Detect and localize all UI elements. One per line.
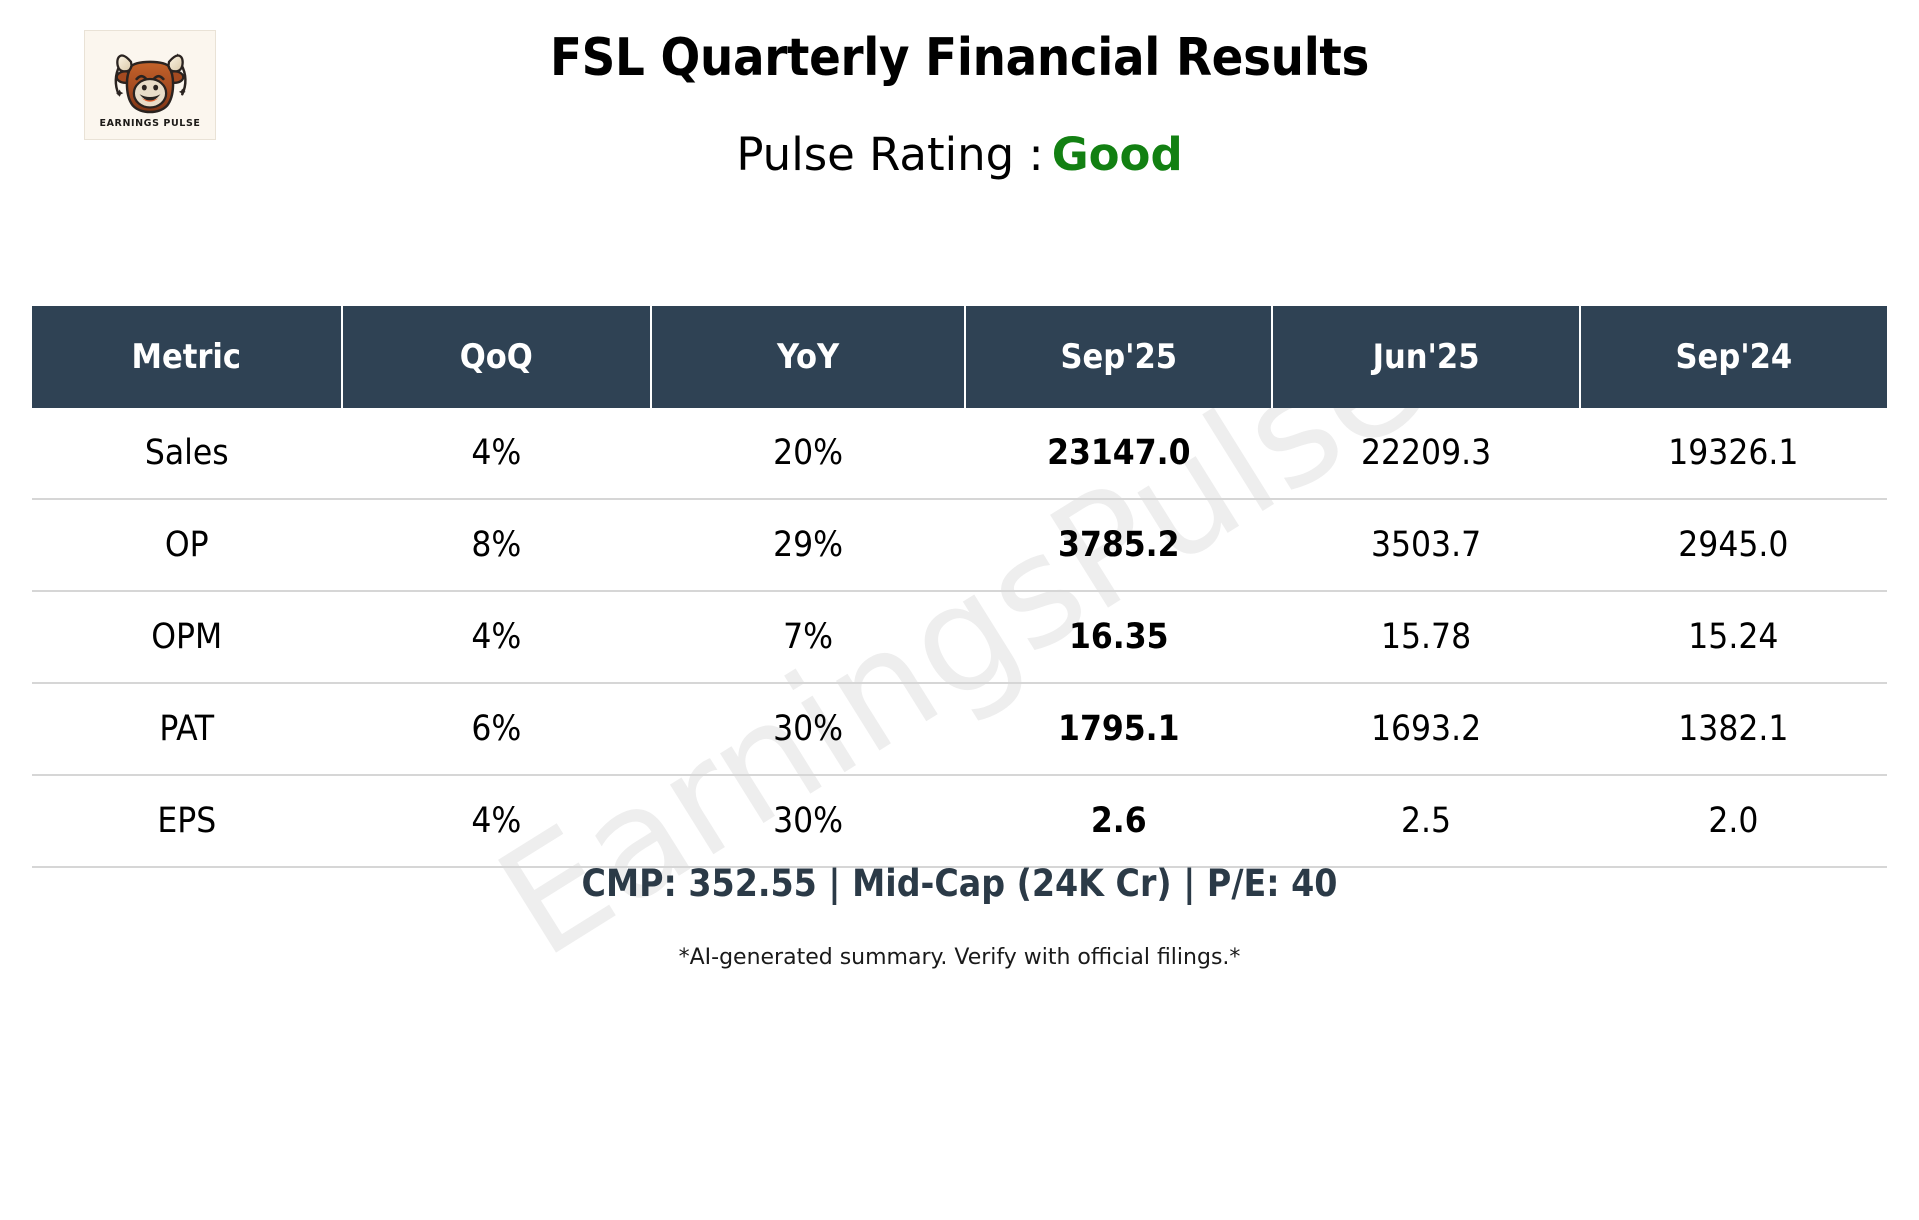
cell-metric: OP bbox=[32, 499, 342, 592]
column-header-jun25: Jun'25 bbox=[1272, 306, 1581, 408]
cell-previous: 2.5 bbox=[1272, 775, 1580, 868]
table-header-row: Metric QoQ YoY Sep'25 Jun'25 Sep'24 bbox=[32, 306, 1887, 408]
cell-yoy: 7% bbox=[651, 591, 966, 684]
cell-previous: 22209.3 bbox=[1272, 408, 1580, 500]
cell-qoq: 4% bbox=[341, 408, 652, 500]
cell-year-ago: 1382.1 bbox=[1579, 683, 1887, 776]
brand-logo: EARNINGS PULSE bbox=[84, 30, 216, 140]
cell-qoq: 8% bbox=[341, 499, 652, 592]
cell-qoq: 6% bbox=[341, 683, 652, 776]
bull-head-icon bbox=[102, 41, 198, 117]
cell-current: 2.6 bbox=[965, 775, 1273, 868]
column-header-metric: Metric bbox=[32, 306, 343, 408]
financial-table: Metric QoQ YoY Sep'25 Jun'25 Sep'24 Sale… bbox=[32, 306, 1887, 868]
cell-metric: EPS bbox=[32, 775, 342, 868]
cell-yoy: 30% bbox=[651, 775, 966, 868]
cell-year-ago: 2.0 bbox=[1579, 775, 1887, 868]
pulse-rating-value: Good bbox=[1051, 128, 1183, 181]
logo-caption: EARNINGS PULSE bbox=[99, 118, 201, 129]
column-header-yoy: YoY bbox=[651, 306, 967, 408]
cell-year-ago: 2945.0 bbox=[1579, 499, 1887, 592]
page-title: FSL Quarterly Financial Results bbox=[549, 28, 1370, 88]
table-row: EPS 4% 30% 2.6 2.5 2.0 bbox=[32, 775, 1887, 868]
cell-current: 1795.1 bbox=[965, 683, 1273, 776]
footer-summary: CMP: 352.55 | Mid-Cap (24K Cr) | P/E: 40 bbox=[581, 862, 1338, 905]
pulse-rating: Pulse Rating : Good bbox=[0, 128, 1919, 181]
cell-metric: PAT bbox=[32, 683, 342, 776]
column-header-sep24: Sep'24 bbox=[1579, 306, 1887, 408]
table-row: PAT 6% 30% 1795.1 1693.2 1382.1 bbox=[32, 683, 1887, 776]
table-row: OP 8% 29% 3785.2 3503.7 2945.0 bbox=[32, 499, 1887, 592]
cell-metric: Sales bbox=[32, 408, 342, 500]
financial-table-container: Metric QoQ YoY Sep'25 Jun'25 Sep'24 Sale… bbox=[32, 306, 1887, 868]
cell-previous: 15.78 bbox=[1272, 591, 1580, 684]
column-header-sep25: Sep'25 bbox=[965, 306, 1274, 408]
cell-yoy: 29% bbox=[651, 499, 966, 592]
cell-qoq: 4% bbox=[341, 591, 652, 684]
cell-current: 16.35 bbox=[965, 591, 1273, 684]
table-body: Sales 4% 20% 23147.0 22209.3 19326.1 OP … bbox=[32, 408, 1887, 868]
cell-current: 3785.2 bbox=[965, 499, 1273, 592]
table-header: Metric QoQ YoY Sep'25 Jun'25 Sep'24 bbox=[32, 306, 1887, 408]
cell-previous: 1693.2 bbox=[1272, 683, 1580, 776]
cell-previous: 3503.7 bbox=[1272, 499, 1580, 592]
cell-metric: OPM bbox=[32, 591, 342, 684]
cell-current: 23147.0 bbox=[965, 408, 1273, 500]
table-row: OPM 4% 7% 16.35 15.78 15.24 bbox=[32, 591, 1887, 684]
footer-disclaimer: *AI-generated summary. Verify with offic… bbox=[678, 945, 1241, 970]
cell-yoy: 20% bbox=[651, 408, 966, 500]
pulse-rating-label: Pulse Rating : bbox=[736, 128, 1044, 181]
column-header-qoq: QoQ bbox=[341, 306, 653, 408]
cell-year-ago: 15.24 bbox=[1579, 591, 1887, 684]
cell-year-ago: 19326.1 bbox=[1579, 408, 1887, 500]
table-row: Sales 4% 20% 23147.0 22209.3 19326.1 bbox=[32, 408, 1887, 500]
cell-qoq: 4% bbox=[341, 775, 652, 868]
cell-yoy: 30% bbox=[651, 683, 966, 776]
